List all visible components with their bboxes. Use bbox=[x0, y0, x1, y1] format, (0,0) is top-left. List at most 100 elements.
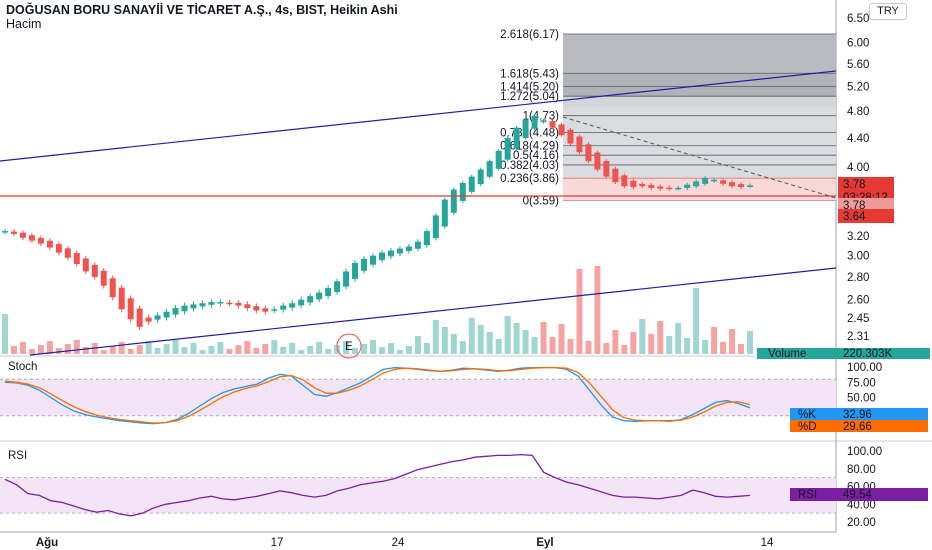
level-b-label: 3.64 bbox=[843, 211, 866, 223]
volume-bar bbox=[405, 346, 412, 354]
currency-button[interactable]: TRY bbox=[869, 3, 907, 20]
time-tick-label: 17 bbox=[271, 537, 284, 549]
fib-zone bbox=[563, 132, 836, 146]
volume-bar bbox=[163, 344, 170, 354]
volume-bar bbox=[639, 319, 646, 354]
candle-body bbox=[675, 187, 682, 190]
volume-bar bbox=[702, 340, 709, 354]
volume-bar bbox=[648, 334, 655, 354]
stoch-d-tag-name: %D bbox=[798, 421, 817, 433]
volume-bar bbox=[621, 345, 628, 354]
volume-bar bbox=[244, 341, 251, 354]
candles-layer bbox=[2, 114, 753, 331]
candle-body bbox=[414, 241, 421, 249]
candle-body bbox=[702, 178, 709, 184]
candle-body bbox=[648, 185, 655, 188]
stoch-layer: Stoch bbox=[0, 361, 836, 425]
stoch-tick-label: 50.00 bbox=[847, 393, 876, 405]
volume-bar bbox=[109, 346, 116, 354]
volume-bar bbox=[495, 339, 502, 354]
volume-bar bbox=[154, 348, 161, 354]
price-tick-label: 2.80 bbox=[847, 272, 869, 284]
volume-bar bbox=[325, 349, 332, 354]
volume-bar bbox=[441, 327, 448, 354]
candle-body bbox=[190, 304, 197, 309]
stoch-d-tag-bg bbox=[790, 420, 928, 432]
stoch-tick-label: 75.00 bbox=[847, 377, 876, 389]
candle-body bbox=[199, 303, 206, 307]
volume-bar bbox=[298, 350, 305, 354]
candle-body bbox=[486, 161, 493, 177]
volume-bar bbox=[19, 342, 26, 354]
drawing-lines-layer: E bbox=[0, 70, 837, 359]
candle-body bbox=[82, 258, 89, 272]
stoch-k-line bbox=[4, 366, 751, 425]
rsi-tick-label: 20.00 bbox=[847, 517, 876, 529]
candle-body bbox=[567, 129, 574, 144]
fib-level-label: 0.236(3.86) bbox=[500, 173, 559, 185]
volume-bar bbox=[477, 325, 484, 354]
fib-zone bbox=[563, 145, 836, 156]
volume-bar bbox=[289, 343, 296, 354]
volume-bar bbox=[28, 349, 35, 354]
rsi-tag-value: 49.54 bbox=[843, 489, 872, 501]
volume-bar bbox=[387, 343, 394, 354]
volume-bar bbox=[64, 344, 71, 354]
volume-bar bbox=[190, 343, 197, 354]
candle-body bbox=[441, 199, 448, 227]
rsi-line bbox=[4, 453, 751, 517]
volume-bar bbox=[370, 340, 377, 354]
fib-level-label: 1.618(5.43) bbox=[500, 68, 559, 80]
candle-body bbox=[747, 185, 753, 187]
candle-body bbox=[19, 232, 26, 238]
candle-body bbox=[10, 231, 17, 234]
candle-body bbox=[387, 250, 394, 257]
dashed-trend-line bbox=[562, 116, 837, 199]
candle-body bbox=[235, 302, 242, 306]
candle-body bbox=[504, 137, 511, 160]
volume-bar bbox=[747, 331, 753, 354]
candle-body bbox=[118, 287, 125, 310]
fib-zone bbox=[563, 178, 836, 201]
volume-bar bbox=[666, 336, 673, 354]
fib-level-label: 0.382(4.03) bbox=[500, 160, 559, 172]
candle-body bbox=[558, 124, 565, 136]
candle-body bbox=[666, 187, 673, 190]
stoch-band bbox=[0, 379, 836, 416]
fib-zone bbox=[563, 73, 836, 87]
volume-bar bbox=[738, 344, 745, 354]
volume-tag-bg bbox=[757, 348, 930, 359]
volume-bar bbox=[504, 316, 511, 354]
candle-body bbox=[396, 248, 403, 254]
candle-body bbox=[603, 160, 610, 177]
candle-body bbox=[343, 271, 350, 287]
volume-bar bbox=[262, 344, 269, 354]
stoch-d-line bbox=[4, 366, 751, 424]
fib-level-label: 0.5(4.16) bbox=[513, 150, 559, 162]
volume-bar bbox=[361, 344, 368, 354]
volume-bar bbox=[657, 321, 664, 354]
rsi-tag-name: RSI bbox=[798, 489, 817, 501]
candle-body bbox=[657, 186, 664, 189]
volume-bar bbox=[226, 349, 233, 354]
channel-lower-line bbox=[29, 267, 837, 356]
candle-body bbox=[289, 303, 296, 308]
volume-bar bbox=[73, 340, 80, 354]
candle-body bbox=[612, 168, 619, 183]
price-tick-label: 2.45 bbox=[847, 313, 869, 325]
candle-body bbox=[468, 176, 475, 192]
candle-body bbox=[495, 150, 502, 169]
volume-bar bbox=[10, 346, 17, 354]
volume-bar bbox=[684, 338, 691, 354]
price-tick-label: 2.31 bbox=[847, 331, 869, 343]
candle-body bbox=[729, 182, 736, 187]
level-a-label-bg bbox=[838, 198, 894, 212]
fib-zone bbox=[563, 164, 836, 179]
volume-bar bbox=[459, 341, 466, 354]
price-tick-label: 3.20 bbox=[847, 231, 869, 243]
candle-body bbox=[378, 252, 385, 261]
fib-level-label: 1.272(5.04) bbox=[500, 91, 559, 103]
candle-body bbox=[621, 175, 628, 187]
price-tick-label: 2.60 bbox=[847, 295, 869, 307]
